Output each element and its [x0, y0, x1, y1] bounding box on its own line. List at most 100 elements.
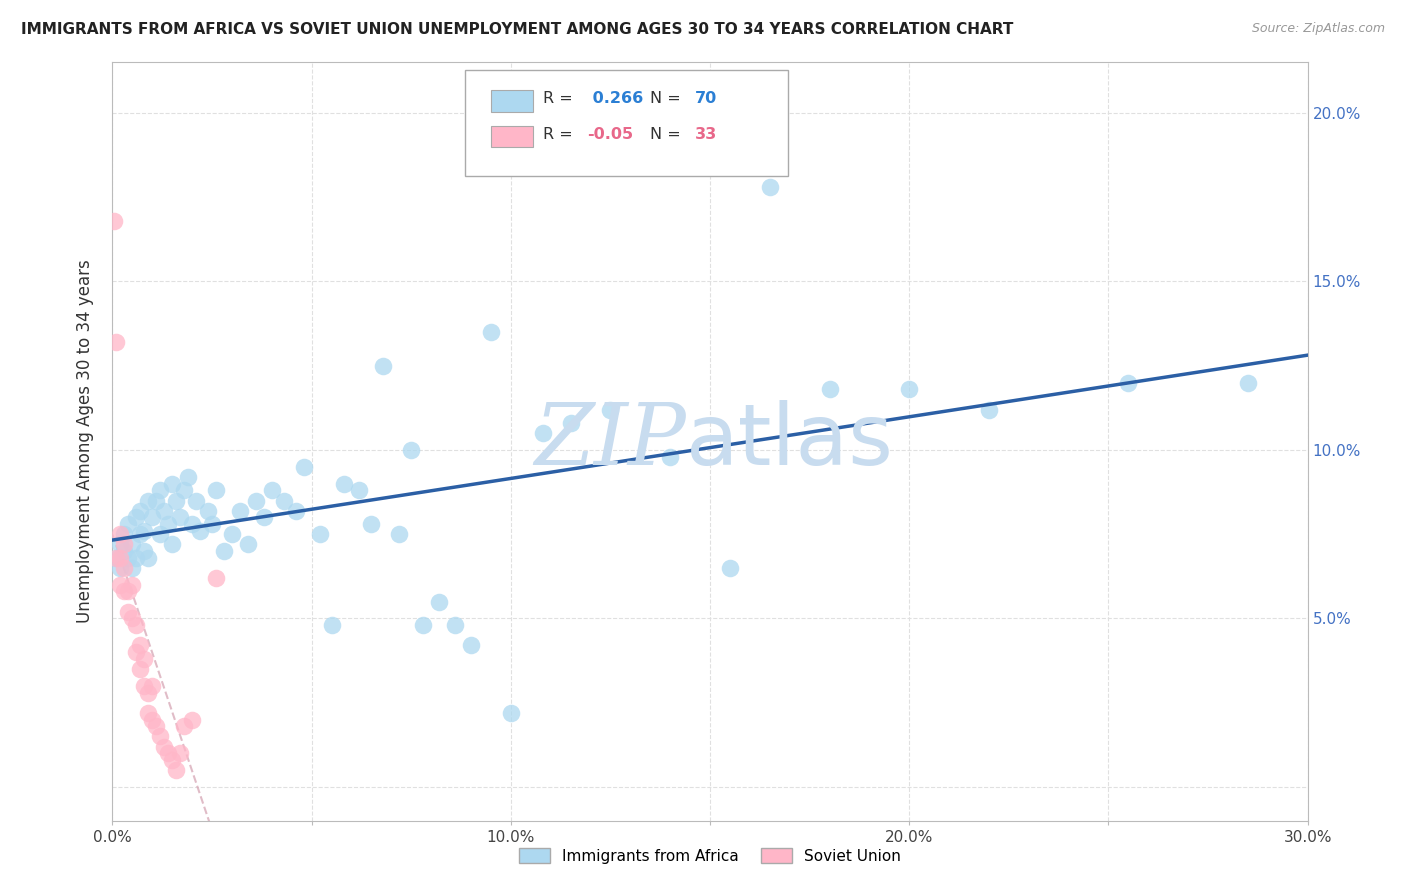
- Point: [117, 517, 139, 532]
- Point: [165, 763, 187, 777]
- Point: [129, 503, 152, 517]
- Text: R =: R =: [543, 91, 578, 106]
- Point: [531, 426, 554, 441]
- Point: [221, 527, 243, 541]
- Point: [659, 450, 682, 464]
- Point: [718, 561, 741, 575]
- Point: [188, 524, 211, 538]
- Point: [759, 180, 782, 194]
- Text: 33: 33: [695, 127, 717, 142]
- Point: [149, 483, 172, 498]
- Point: [157, 517, 180, 532]
- Point: [205, 571, 228, 585]
- Point: [229, 503, 252, 517]
- Text: R =: R =: [543, 127, 578, 142]
- Point: [388, 527, 411, 541]
- Point: [212, 544, 235, 558]
- Point: [292, 459, 315, 474]
- Point: [1118, 376, 1140, 390]
- Point: [138, 685, 160, 699]
- Point: [284, 503, 307, 517]
- Point: [114, 584, 135, 599]
- Text: Source: ZipAtlas.com: Source: ZipAtlas.com: [1251, 22, 1385, 36]
- Point: [125, 645, 148, 659]
- Point: [145, 493, 167, 508]
- Point: [321, 618, 343, 632]
- Point: [560, 416, 582, 430]
- Point: [138, 706, 160, 720]
- Point: [117, 605, 139, 619]
- Bar: [491, 90, 533, 112]
- Point: [110, 537, 132, 551]
- Point: [177, 470, 200, 484]
- Point: [1237, 376, 1260, 390]
- Point: [114, 561, 135, 575]
- Point: [162, 476, 183, 491]
- Point: [125, 550, 148, 565]
- Point: [253, 510, 276, 524]
- Point: [479, 325, 502, 339]
- Point: [134, 544, 156, 558]
- Point: [117, 584, 139, 599]
- Point: [186, 493, 208, 508]
- Point: [134, 679, 156, 693]
- Point: [129, 639, 152, 653]
- Point: [360, 517, 382, 532]
- Point: [236, 537, 259, 551]
- Point: [105, 550, 128, 565]
- Bar: [491, 126, 533, 147]
- Point: [121, 611, 143, 625]
- Text: ZIP: ZIP: [534, 401, 686, 483]
- Point: [153, 503, 176, 517]
- Point: [103, 214, 125, 228]
- Point: [197, 503, 219, 517]
- Point: [427, 594, 450, 608]
- Point: [134, 524, 156, 538]
- Point: [308, 527, 330, 541]
- Point: [332, 476, 354, 491]
- Point: [412, 618, 434, 632]
- Point: [110, 561, 132, 575]
- Point: [162, 537, 183, 551]
- Point: [110, 578, 132, 592]
- Point: [173, 483, 195, 498]
- Point: [149, 730, 172, 744]
- Point: [349, 483, 371, 498]
- Point: [138, 493, 160, 508]
- Point: [181, 713, 204, 727]
- Point: [977, 402, 1000, 417]
- Point: [260, 483, 283, 498]
- Point: [173, 719, 195, 733]
- Point: [110, 550, 132, 565]
- Point: [125, 618, 148, 632]
- Point: [149, 527, 172, 541]
- Point: [401, 442, 423, 457]
- Text: 70: 70: [695, 91, 717, 106]
- Point: [205, 483, 228, 498]
- Point: [162, 753, 183, 767]
- Point: [169, 510, 191, 524]
- Text: -0.05: -0.05: [586, 127, 633, 142]
- Point: [499, 706, 522, 720]
- Text: 0.266: 0.266: [586, 91, 643, 106]
- Point: [105, 335, 128, 350]
- Point: [245, 493, 267, 508]
- Point: [141, 713, 163, 727]
- Point: [141, 679, 163, 693]
- Point: [145, 719, 167, 733]
- Legend: Immigrants from Africa, Soviet Union: Immigrants from Africa, Soviet Union: [513, 842, 907, 870]
- Point: [134, 652, 156, 666]
- Text: N =: N =: [650, 91, 686, 106]
- Text: atlas: atlas: [686, 400, 894, 483]
- Point: [121, 537, 143, 551]
- Text: N =: N =: [650, 127, 686, 142]
- Point: [153, 739, 176, 754]
- Point: [110, 527, 132, 541]
- Point: [169, 746, 191, 760]
- Point: [117, 550, 139, 565]
- Point: [818, 382, 841, 396]
- Point: [121, 578, 143, 592]
- Point: [129, 527, 152, 541]
- Point: [121, 561, 143, 575]
- Point: [599, 402, 621, 417]
